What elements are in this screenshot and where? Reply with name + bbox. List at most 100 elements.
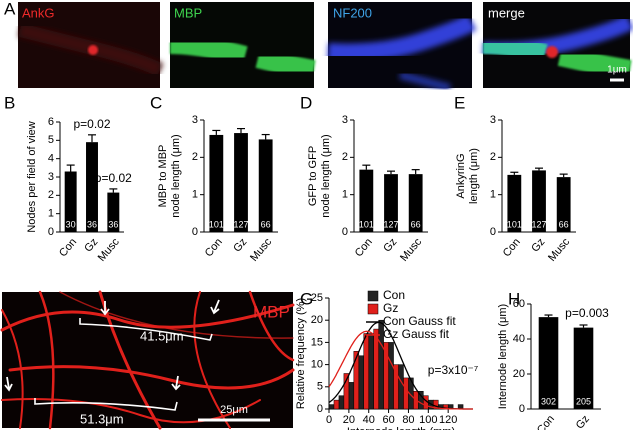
y-tick-label: 3 — [490, 114, 496, 126]
channel-label: merge — [488, 5, 525, 20]
image-mbp: MBP — [169, 2, 316, 88]
x-tick-label: 120 — [439, 414, 457, 426]
fiber — [8, 365, 295, 390]
x-tick-label: Con — [535, 413, 557, 430]
y-tick-label: 6 — [48, 116, 54, 128]
n-label: 30 — [66, 219, 76, 229]
y-axis-label: Nodes per field of view — [26, 121, 38, 232]
n-label: 127 — [531, 219, 546, 229]
n-label: 66 — [261, 219, 271, 229]
y-tick-label: 2 — [192, 151, 198, 163]
histogram-bar — [368, 333, 374, 410]
histogram-bar — [328, 404, 335, 410]
panel-label: C — [150, 93, 162, 112]
x-tick-label: Musc — [248, 236, 274, 264]
arrow — [100, 301, 110, 316]
bar — [556, 177, 571, 232]
node-spot — [88, 45, 98, 55]
bar — [107, 192, 120, 232]
y-tick-label: 60 — [513, 298, 525, 310]
length-bracket — [34, 398, 178, 411]
bar — [359, 169, 374, 232]
x-axis-label: Internode length (mm) — [347, 426, 455, 430]
legend-swatch — [367, 303, 379, 315]
x-tick-label: 100 — [419, 414, 437, 426]
x-tick-label: Gz — [381, 236, 399, 254]
axon — [398, 71, 452, 92]
annotation: p=3x10⁻⁷ — [428, 363, 478, 377]
y-tick-label: 20 — [311, 314, 323, 326]
y-tick-label: 1 — [490, 189, 496, 201]
bar — [507, 174, 522, 232]
scale-label: 1μm — [607, 65, 627, 76]
y-tick-label: 20 — [513, 368, 525, 380]
y-axis-label: node length (μm) — [320, 134, 332, 217]
y-tick-label: 5 — [48, 134, 54, 146]
histogram-bar — [343, 373, 350, 410]
bar — [86, 142, 98, 232]
x-tick-label: 80 — [402, 414, 414, 426]
fiber — [1, 398, 261, 424]
fiber — [59, 291, 294, 339]
n-label: 127 — [383, 219, 398, 229]
image-f: MBP 41.5μm 51.3μm 25μm — [0, 290, 295, 430]
y-tick-label: 4 — [48, 153, 54, 165]
panel-label: B — [4, 93, 15, 112]
histogram-bar — [348, 382, 355, 410]
bar — [408, 174, 423, 232]
image-nf200: NF200 — [327, 2, 477, 92]
histogram-bar — [363, 333, 369, 410]
y-tick-label: 25 — [311, 292, 323, 304]
y-axis-label: length (μm) — [468, 148, 480, 204]
axon — [327, 14, 477, 62]
x-tick-label: Gz — [82, 236, 100, 254]
fiber — [1, 309, 24, 429]
y-tick-label: 1 — [48, 208, 54, 220]
myelin-segment — [255, 48, 316, 80]
histogram-bar — [403, 377, 409, 410]
n-label: 101 — [209, 219, 224, 229]
n-label: 127 — [233, 219, 248, 229]
image-ankg: AnkG — [18, 2, 164, 88]
histogram-bar — [353, 351, 360, 410]
bar — [258, 139, 273, 232]
x-tick-label: Con — [353, 236, 375, 259]
legend-swatch — [367, 290, 379, 302]
length-label: 41.5μm — [140, 328, 184, 343]
channel-label: MBP — [253, 302, 290, 321]
myelin-segment — [557, 46, 632, 80]
panel-label: E — [454, 93, 465, 112]
histogram-bar — [383, 342, 389, 410]
y-tick-label: 0 — [48, 226, 54, 238]
n-label: 36 — [87, 219, 97, 229]
bar — [64, 171, 77, 232]
y-axis-label: AnkyrinG — [455, 153, 467, 198]
x-tick-label: Gz — [529, 236, 547, 254]
y-tick-label: 15 — [311, 336, 323, 348]
x-tick-label: Musc — [546, 236, 572, 264]
bar — [532, 170, 546, 232]
n-label: 101 — [359, 219, 374, 229]
n-label: 205 — [576, 396, 591, 406]
histogram-bar — [333, 399, 340, 410]
y-tick-label: 40 — [513, 333, 525, 345]
y-tick-label: 0 — [317, 403, 323, 415]
panel-label: H — [508, 289, 520, 308]
node-spot — [546, 46, 558, 58]
myelin-segment — [169, 34, 248, 66]
bar — [234, 133, 248, 232]
image-merge: merge 1μm — [482, 2, 633, 88]
bar — [573, 327, 594, 409]
annotation: p=0.02 — [73, 117, 110, 131]
y-tick-label: 2 — [342, 151, 348, 163]
fibers — [0, 290, 295, 430]
n-label: 66 — [559, 219, 569, 229]
panel-label: G — [300, 289, 313, 308]
y-tick-label: 5 — [317, 381, 323, 393]
y-axis-label: node length (μm) — [170, 134, 182, 217]
scale-label: 25μm — [220, 404, 248, 416]
histogram-bar — [393, 364, 399, 410]
legend-label: Gz Gauss fit — [383, 327, 450, 341]
y-axis-label: GFP to GFP — [307, 146, 319, 206]
